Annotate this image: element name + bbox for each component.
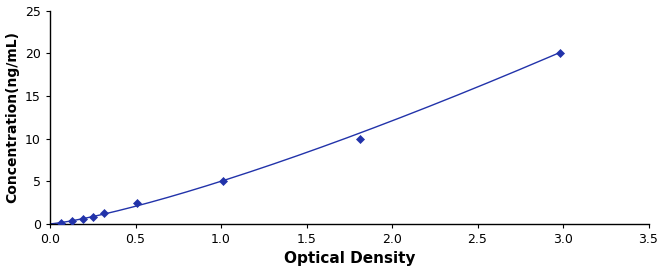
Y-axis label: Concentration(ng/mL): Concentration(ng/mL) — [5, 31, 19, 203]
X-axis label: Optical Density: Optical Density — [284, 251, 415, 267]
